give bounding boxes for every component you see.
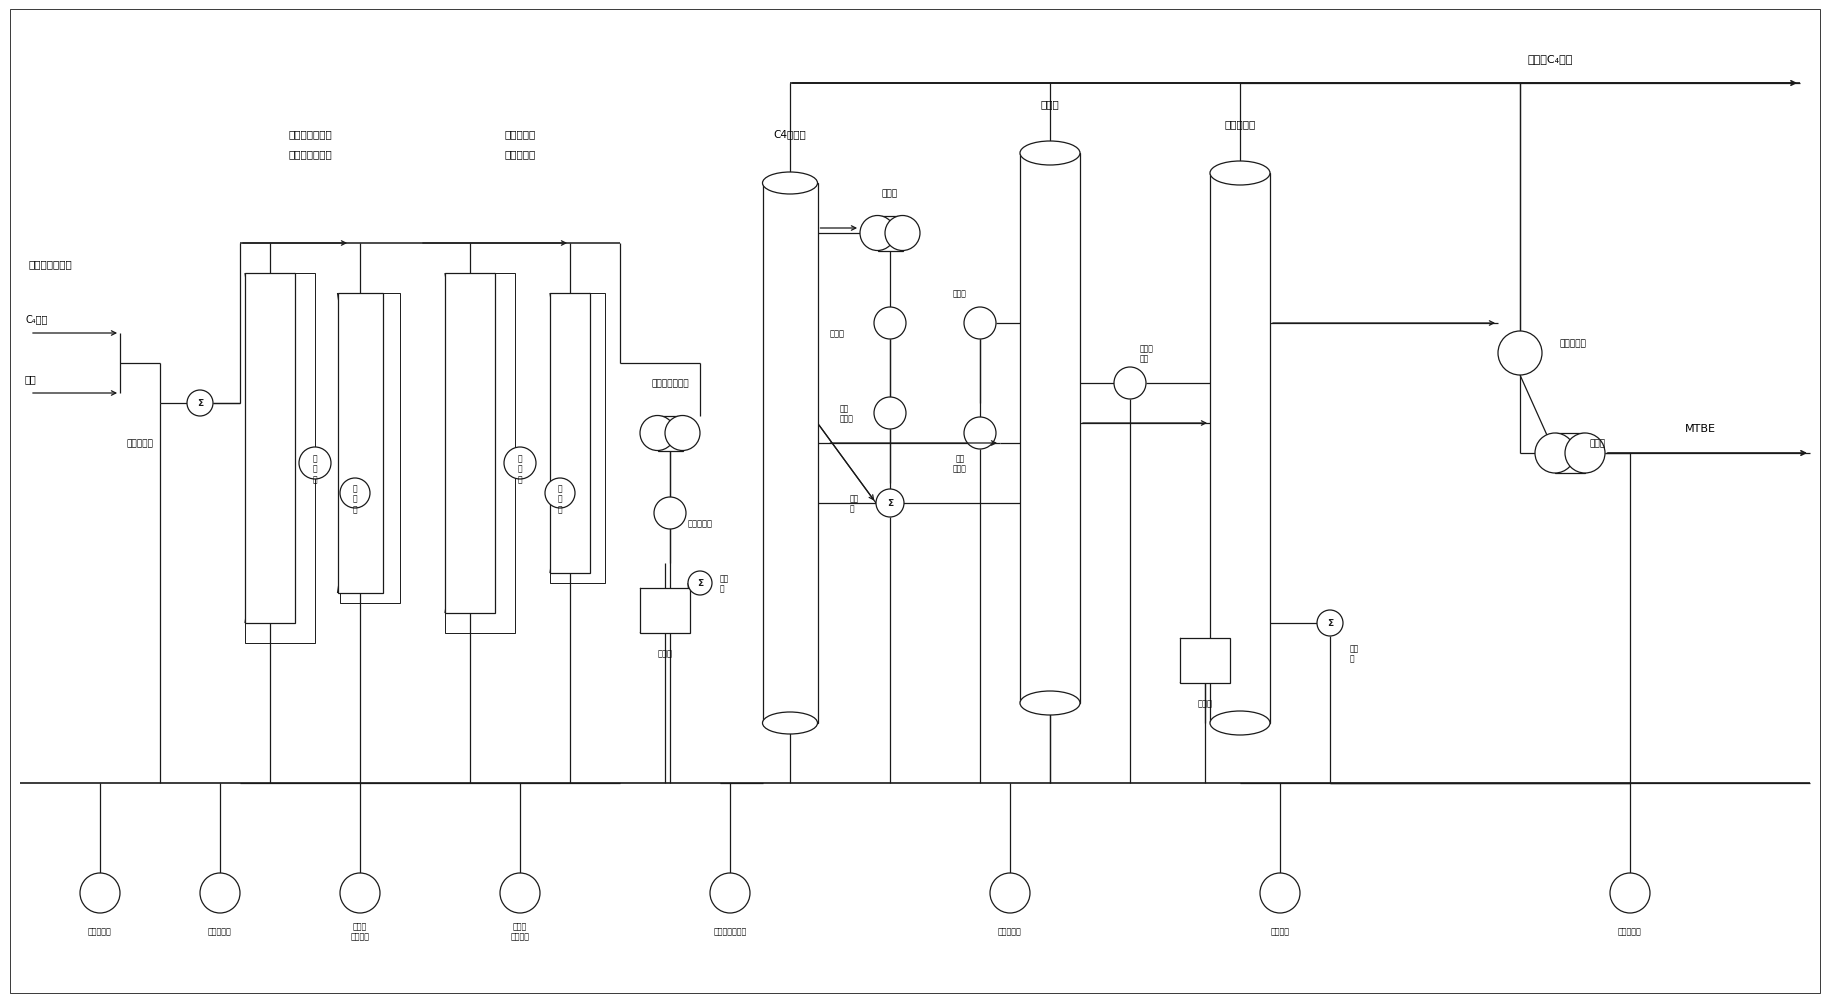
Bar	[640, 589, 690, 633]
Circle shape	[964, 417, 996, 449]
Ellipse shape	[763, 712, 818, 734]
Ellipse shape	[1019, 141, 1080, 165]
Text: 回流罐: 回流罐	[882, 190, 899, 199]
Bar	[337, 294, 382, 594]
Circle shape	[81, 874, 121, 913]
Text: 回流进料泵: 回流进料泵	[997, 927, 1021, 936]
Ellipse shape	[886, 217, 920, 251]
Ellipse shape	[1535, 433, 1576, 473]
Text: Σ: Σ	[888, 499, 893, 508]
Text: 萃取水泵: 萃取水泵	[1270, 927, 1290, 936]
Circle shape	[877, 489, 904, 518]
Ellipse shape	[860, 217, 895, 251]
Text: Σ: Σ	[1327, 619, 1332, 628]
Bar	[878, 217, 902, 251]
Text: 产品冷却器: 产品冷却器	[688, 519, 712, 528]
Bar	[1556, 433, 1585, 473]
Text: 冷
却
器: 冷 却 器	[518, 453, 522, 483]
Text: 重滤
器: 重滤 器	[719, 574, 728, 593]
Bar	[1019, 153, 1080, 703]
Text: 甲醇: 甲醇	[26, 374, 37, 383]
Text: 净化醚化反应器: 净化醚化反应器	[287, 148, 331, 158]
Bar	[763, 184, 818, 723]
Bar	[1210, 174, 1270, 723]
Text: 原料进料泵: 原料进料泵	[209, 927, 232, 936]
Text: 冷凝冷却器: 冷凝冷却器	[1559, 339, 1587, 348]
Ellipse shape	[763, 173, 818, 195]
Text: 进料加热器: 进料加热器	[126, 439, 154, 448]
Circle shape	[990, 874, 1030, 913]
Bar	[445, 274, 494, 614]
Text: 饲料冷
却循环泵: 饲料冷 却循环泵	[351, 922, 370, 941]
Text: MTBE: MTBE	[1684, 423, 1715, 433]
Circle shape	[545, 478, 575, 509]
Text: 冷凝器: 冷凝器	[831, 329, 845, 338]
Circle shape	[964, 308, 996, 340]
Text: C4分离塔: C4分离塔	[774, 128, 807, 138]
Text: 甲醇回流泵: 甲醇回流泵	[1618, 927, 1642, 936]
Ellipse shape	[640, 416, 675, 451]
Text: 进料
冷却器: 进料 冷却器	[840, 404, 855, 423]
Bar	[551, 294, 606, 584]
Bar	[551, 294, 589, 574]
Bar	[245, 274, 295, 624]
Text: 冷
却
器: 冷 却 器	[313, 453, 317, 483]
Bar	[245, 274, 315, 643]
Circle shape	[1261, 874, 1299, 913]
Circle shape	[1114, 368, 1146, 399]
Ellipse shape	[664, 416, 701, 451]
Circle shape	[1610, 874, 1651, 913]
Text: 净化醚化反应器: 净化醚化反应器	[27, 259, 71, 269]
Text: 未反应C₄馏分: 未反应C₄馏分	[1528, 54, 1572, 64]
Text: 进料冷
却器: 进料冷 却器	[1140, 344, 1155, 363]
Text: 换热器: 换热器	[657, 649, 672, 658]
Text: Σ: Σ	[697, 579, 703, 588]
Text: 冷
却
器: 冷 却 器	[558, 483, 562, 514]
Text: C₄馏分: C₄馏分	[26, 314, 48, 324]
Circle shape	[688, 572, 712, 596]
Text: 重沸
器: 重沸 器	[1351, 644, 1360, 663]
Text: 醚化反应器: 醚化反应器	[505, 148, 536, 158]
Circle shape	[1318, 611, 1343, 636]
Text: 物料冷
却循环泵: 物料冷 却循环泵	[511, 922, 529, 941]
Circle shape	[500, 874, 540, 913]
Ellipse shape	[1210, 711, 1270, 735]
Text: Σ: Σ	[198, 399, 203, 408]
Text: 分离进料缓冲罐: 分离进料缓冲罐	[651, 379, 688, 388]
Circle shape	[710, 874, 750, 913]
Text: 水洗塔: 水洗塔	[1041, 99, 1060, 109]
Text: 分离部分进料泵: 分离部分进料泵	[714, 927, 747, 936]
Circle shape	[340, 874, 381, 913]
Bar	[657, 416, 683, 451]
Ellipse shape	[1565, 433, 1605, 473]
Bar	[340, 294, 401, 604]
Circle shape	[875, 397, 906, 429]
Text: 甲醇进料泵: 甲醇进料泵	[88, 927, 112, 936]
Ellipse shape	[1019, 691, 1080, 715]
Circle shape	[298, 447, 331, 479]
Circle shape	[653, 497, 686, 530]
Text: 回流罐: 回流罐	[1590, 439, 1607, 448]
Text: 醚化反应器: 醚化反应器	[505, 128, 536, 138]
Text: 冷凝器: 冷凝器	[953, 289, 966, 298]
Bar	[1180, 638, 1230, 683]
Circle shape	[340, 478, 370, 509]
Text: 换热器: 换热器	[1197, 699, 1213, 708]
Circle shape	[187, 390, 212, 416]
Circle shape	[199, 874, 240, 913]
Circle shape	[503, 447, 536, 479]
Text: 甲醇回收塔: 甲醇回收塔	[1224, 119, 1255, 128]
Ellipse shape	[1210, 161, 1270, 186]
Text: 进料
冷却器: 进料 冷却器	[953, 453, 966, 473]
Text: 重滤
器: 重滤 器	[849, 493, 860, 514]
Text: 净化醚化反应器: 净化醚化反应器	[287, 128, 331, 138]
Circle shape	[875, 308, 906, 340]
Circle shape	[1499, 332, 1543, 376]
Bar	[445, 274, 514, 633]
Text: 冷
却
器: 冷 却 器	[353, 483, 357, 514]
